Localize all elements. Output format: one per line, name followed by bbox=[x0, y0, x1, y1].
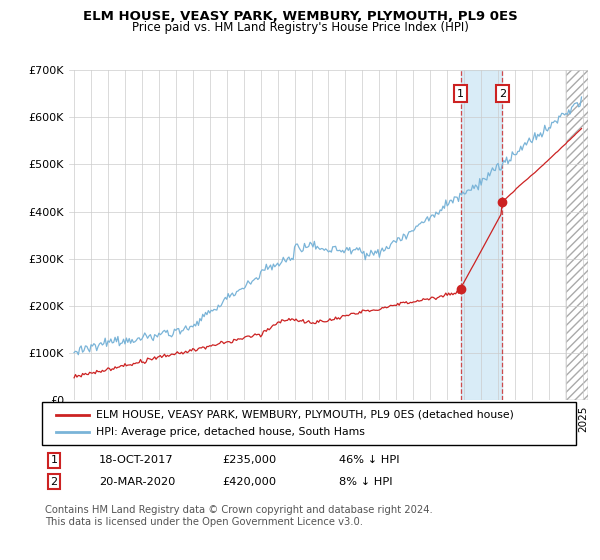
Text: 1: 1 bbox=[50, 455, 58, 465]
Bar bbox=[566, 70, 588, 400]
Bar bbox=[461, 70, 502, 400]
Text: ELM HOUSE, VEASY PARK, WEMBURY, PLYMOUTH, PL9 0ES (detached house): ELM HOUSE, VEASY PARK, WEMBURY, PLYMOUTH… bbox=[96, 410, 514, 420]
Text: 8% ↓ HPI: 8% ↓ HPI bbox=[339, 477, 392, 487]
Text: 2: 2 bbox=[50, 477, 58, 487]
Text: £235,000: £235,000 bbox=[222, 455, 276, 465]
Text: 1: 1 bbox=[457, 88, 464, 99]
Text: ELM HOUSE, VEASY PARK, WEMBURY, PLYMOUTH, PL9 0ES: ELM HOUSE, VEASY PARK, WEMBURY, PLYMOUTH… bbox=[83, 10, 517, 22]
Text: Price paid vs. HM Land Registry's House Price Index (HPI): Price paid vs. HM Land Registry's House … bbox=[131, 21, 469, 34]
Text: 46% ↓ HPI: 46% ↓ HPI bbox=[339, 455, 400, 465]
Text: 18-OCT-2017: 18-OCT-2017 bbox=[99, 455, 173, 465]
Text: Contains HM Land Registry data © Crown copyright and database right 2024.
This d: Contains HM Land Registry data © Crown c… bbox=[45, 505, 433, 527]
Text: £420,000: £420,000 bbox=[222, 477, 276, 487]
Text: HPI: Average price, detached house, South Hams: HPI: Average price, detached house, Sout… bbox=[96, 427, 365, 437]
Text: 20-MAR-2020: 20-MAR-2020 bbox=[99, 477, 175, 487]
Text: 2: 2 bbox=[499, 88, 506, 99]
